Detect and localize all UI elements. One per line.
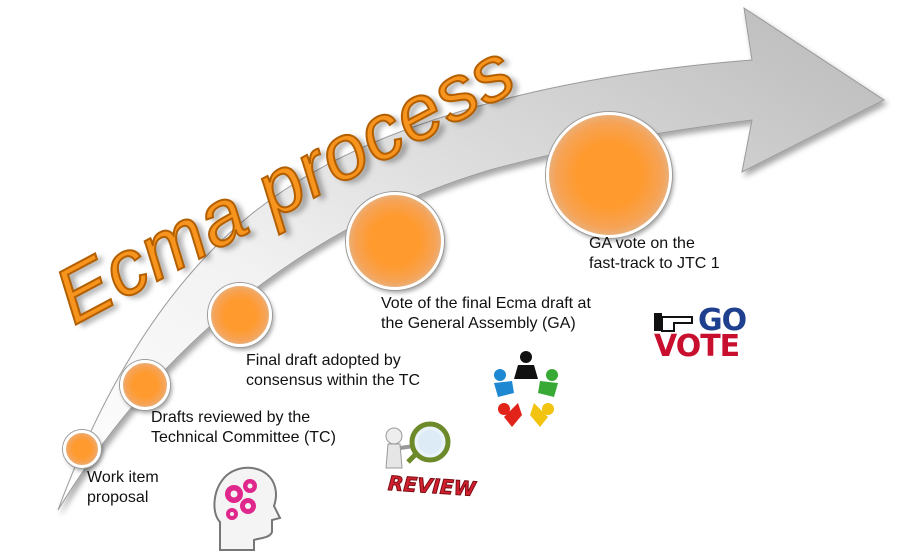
step-node-4 xyxy=(346,192,444,290)
step-node-2 xyxy=(120,360,170,410)
step-label-2: Drafts reviewed by the Technical Committe… xyxy=(151,409,336,446)
step-node-3 xyxy=(208,283,272,347)
step-node-1 xyxy=(63,430,101,468)
step-label-1: Work item proposal xyxy=(87,469,159,506)
gears-head-icon xyxy=(213,466,282,551)
go-text: GO xyxy=(698,303,747,338)
step-label-3: Final draft adopted by consensus within t… xyxy=(246,352,421,389)
review-magnifier-icon xyxy=(385,421,451,469)
step-node-5 xyxy=(546,112,672,238)
step-label-4: Vote of the final Ecma draft at the Gener… xyxy=(381,295,591,332)
go-vote-icon: GO VOTE xyxy=(652,303,756,364)
vote-text: VOTE xyxy=(654,329,740,364)
people-circle-icon xyxy=(494,351,558,427)
step-label-5: GA vote on the fast-track to JTC 1 xyxy=(589,235,720,272)
pointing-hand-icon xyxy=(654,313,693,332)
